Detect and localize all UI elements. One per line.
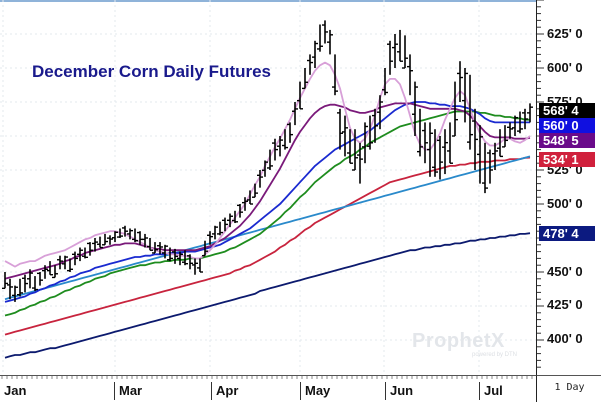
y-tick-625: 625' 0 [547,26,583,41]
x-tick-apr: Apr [211,382,238,400]
time-axis-ticks [1,376,533,379]
period-selector[interactable]: 1 Day [536,375,601,402]
price-axis-ticks [537,0,544,368]
price-chart-canvas [0,0,536,375]
x-tick-jan: Jan [4,383,27,398]
x-tick-jul: Jul [479,382,503,400]
ma-blue-tag: 560' 0 [539,118,595,133]
last-price-tag: 568' 4 [539,103,595,118]
plot-area[interactable]: December Corn Daily Futures ProphetX pow… [0,0,536,375]
x-tick-mar: Mar [114,382,142,400]
time-axis[interactable]: Jan Mar Apr May Jun Jul [0,375,536,402]
ma-navy-tag: 478' 4 [539,226,595,241]
y-tick-500: 500' 0 [547,196,583,211]
y-tick-400: 400' 0 [547,331,583,346]
watermark-sub: powered by DTN [472,352,518,358]
watermark-brand: ProphetX [412,330,505,352]
ma-crimson-tag: 534' 1 [539,152,595,167]
y-tick-425: 425' 0 [547,297,583,312]
y-tick-600: 600' 0 [547,60,583,75]
x-tick-may: May [300,382,330,400]
y-tick-450: 450' 0 [547,264,583,279]
price-axis[interactable]: 625' 0 600' 0 575' 0 525' 0 500' 0 450' … [536,0,601,375]
chart-title: December Corn Daily Futures [32,62,272,81]
ma-purple-tag: 548' 5 [539,133,595,148]
x-tick-jun: Jun [385,382,413,400]
prophetx-watermark: ProphetX powered by DTN [412,330,522,360]
